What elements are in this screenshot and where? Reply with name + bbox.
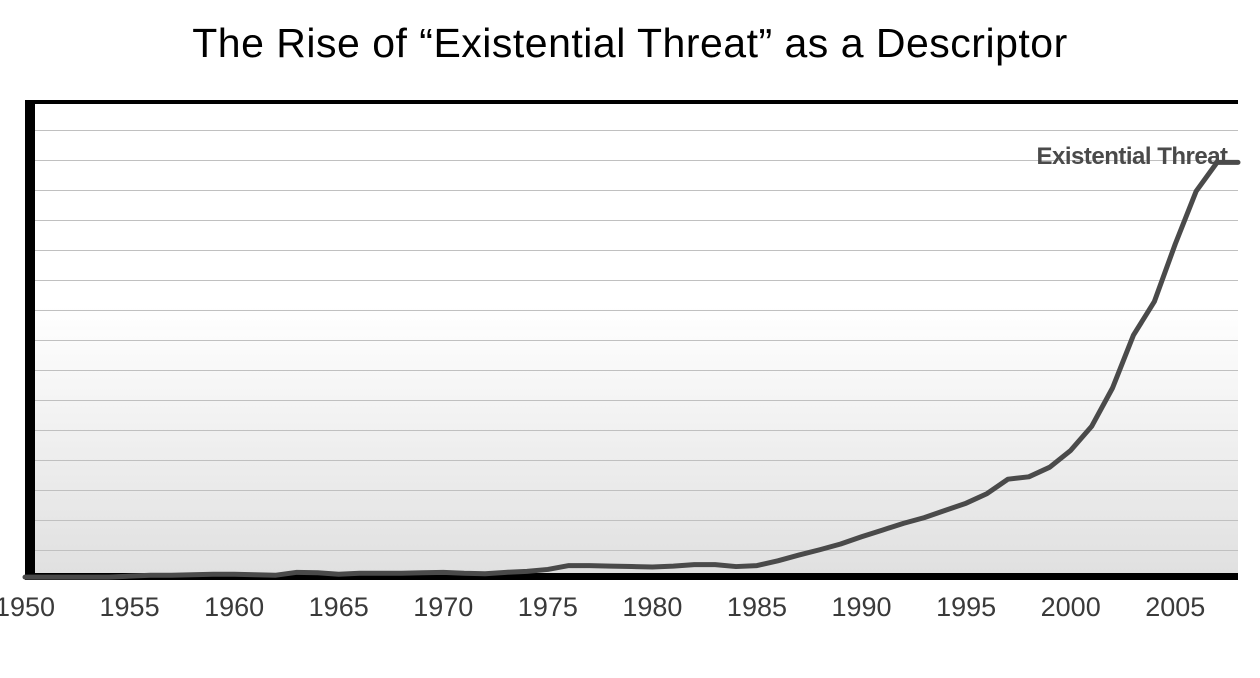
chart-root: The Rise of “Existential Threat” as a De… — [0, 0, 1260, 678]
series-label: Existential Threat — [1036, 143, 1227, 171]
x-axis-tick-label: 2005 — [1145, 592, 1205, 623]
plot-svg — [25, 100, 1238, 580]
x-axis-tick-label: 1975 — [518, 592, 578, 623]
x-axis-tick-label: 1960 — [204, 592, 264, 623]
x-axis-tick-label: 1950 — [0, 592, 55, 623]
x-axis-tick-label: 1990 — [832, 592, 892, 623]
x-axis-tick-label: 1965 — [309, 592, 369, 623]
x-axis-tick-label: 1985 — [727, 592, 787, 623]
x-axis-tick-label: 2000 — [1041, 592, 1101, 623]
plot-area: Existential Threat — [25, 100, 1238, 580]
series-line — [25, 162, 1238, 577]
chart-title: The Rise of “Existential Threat” as a De… — [0, 20, 1260, 67]
x-axis-tick-label: 1955 — [100, 592, 160, 623]
x-axis-tick-label: 1980 — [622, 592, 682, 623]
x-axis-tick-label: 1970 — [413, 592, 473, 623]
x-axis-tick-label: 1995 — [936, 592, 996, 623]
